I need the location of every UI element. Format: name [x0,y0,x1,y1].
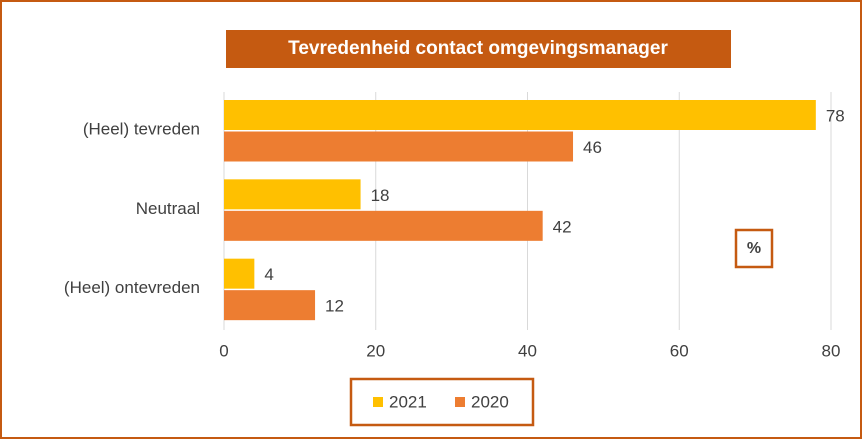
legend-swatch [455,397,465,407]
data-label: 46 [583,138,602,157]
title-box [226,30,731,68]
x-tick-label: 80 [822,341,841,360]
bar [224,290,316,321]
bar [224,210,543,241]
y-tick-label: (Heel) tevreden [83,119,200,138]
legend-swatch [373,397,383,407]
annotation-box [734,228,774,269]
data-label: 42 [553,217,572,236]
bar [224,179,361,210]
annotation: % [747,240,761,257]
x-tick-label: 60 [670,341,689,360]
bar [224,131,574,162]
legend-label: 2021 [389,392,427,411]
bar [224,258,255,289]
legend-box [349,377,535,427]
x-tick-label: 0 [219,341,228,360]
data-label: 18 [371,186,390,205]
data-label: 78 [826,106,845,125]
y-tick-label: (Heel) ontevreden [64,278,200,297]
chart-title: Tevredenheid contact omgevingsmanager [288,38,668,59]
y-tick-label: Neutraal [136,199,200,218]
bar [224,100,816,130]
x-tick-label: 40 [518,341,537,360]
x-tick-label: 20 [366,341,385,360]
data-label: 4 [264,265,273,284]
data-label: 12 [325,297,344,316]
legend-label: 2020 [471,392,509,411]
